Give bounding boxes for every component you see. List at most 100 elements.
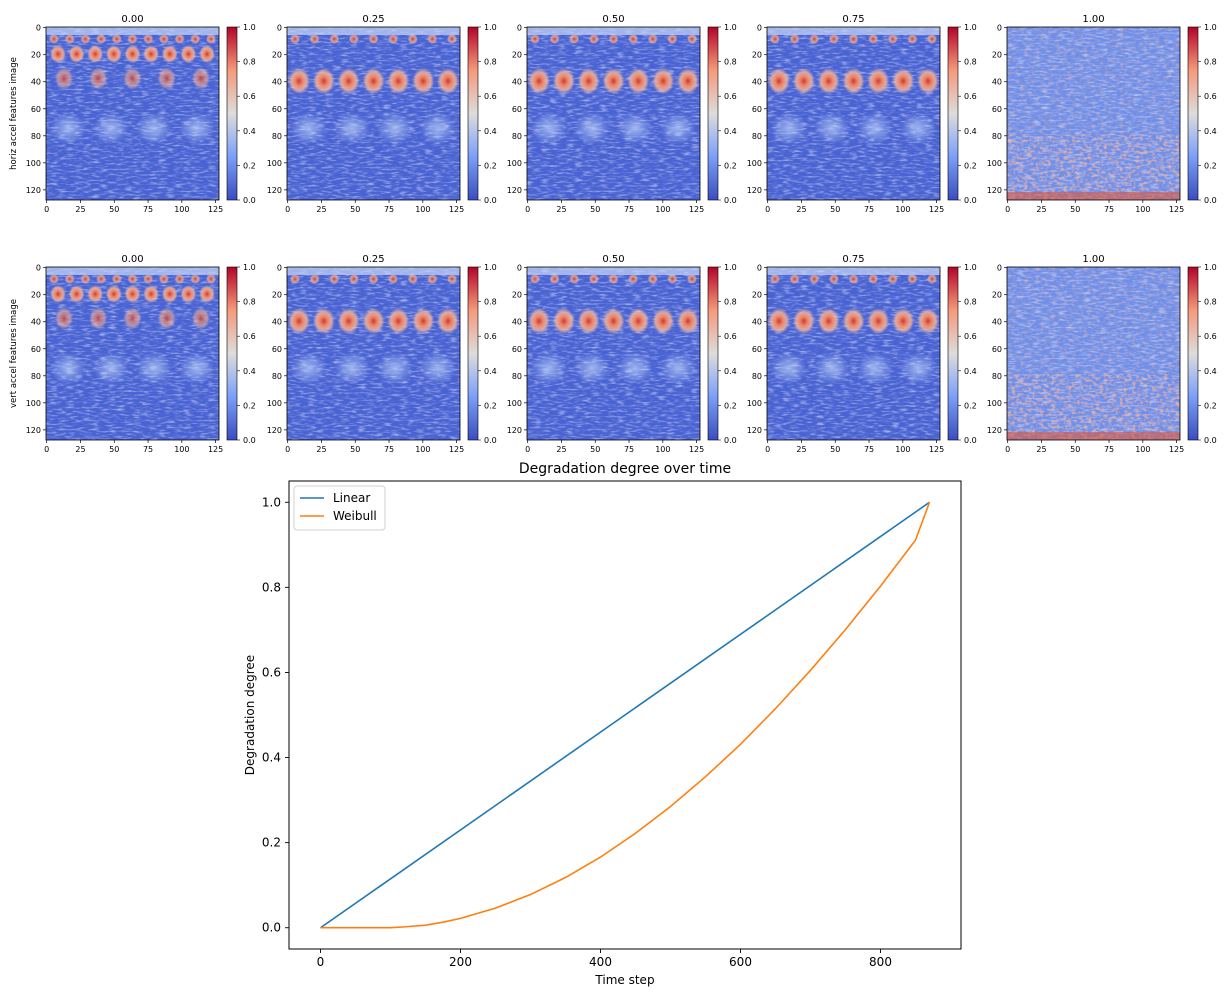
heatmap-blob-small (127, 274, 138, 284)
heatmap-top-band (527, 27, 700, 35)
colorbar-tick-label: 0.8 (1204, 58, 1217, 67)
heatmap-lobe (660, 112, 696, 145)
colorbar-tick-label: 0.8 (484, 298, 497, 307)
y-tick-label: 100 (747, 399, 762, 408)
legend: Linear Weibull (293, 485, 386, 531)
y-tick-label: 60 (512, 105, 522, 114)
heatmap-blob-small (158, 34, 169, 44)
heatmap-blob-small (687, 34, 697, 44)
heatmap-top-band (767, 267, 940, 275)
heatmap-lobe (531, 352, 567, 385)
heatmap-lobe (857, 352, 893, 385)
heatmap-blob-small (111, 34, 122, 44)
heatmap-blob-small (809, 274, 820, 284)
y-tick-label: 60 (992, 105, 1002, 114)
x-tick-label: 0 (525, 205, 530, 214)
colorbar-tick-label: 0.8 (964, 298, 977, 307)
y-tick-label: 60 (31, 345, 41, 354)
colorbar (1187, 26, 1199, 201)
y-tick-label: 0.4 (262, 751, 281, 765)
heatmap-blob (552, 68, 575, 95)
heatmap-blob (917, 68, 939, 95)
heatmap-panel: 0.50 0 25 50 75 100 125 0 20 40 60 80 100 120 0.0 0.2 0.… (507, 14, 737, 214)
x-tick-label: 100 (415, 205, 430, 214)
heatmap-blob (412, 68, 435, 95)
x-tick-label: 50 (830, 445, 840, 454)
x-tick-label: 75 (624, 205, 634, 214)
heatmap-blob-small (789, 274, 800, 284)
y-tick-label: 0.8 (262, 580, 281, 594)
y-tick-label: 60 (752, 345, 762, 354)
y-tick-label: 60 (272, 345, 282, 354)
x-tick-label: 0 (44, 445, 49, 454)
y-tick-label: 40 (272, 78, 282, 87)
y-tick-label: 120 (987, 186, 1002, 195)
y-tick-label: 100 (507, 399, 522, 408)
heatmap-blob (312, 308, 335, 335)
heatmap-lobe (334, 352, 370, 385)
heatmap-blob-small (348, 34, 359, 44)
heatmap-blob (87, 285, 104, 304)
y-tick-label: 0 (36, 264, 41, 273)
heatmap-panel: 0.25 0 25 50 75 100 125 0 20 40 60 80 100 120 0.0 0.2 0.… (267, 14, 497, 214)
heatmap-blob-small (80, 34, 91, 44)
colorbar-tick-label: 0.0 (1204, 196, 1217, 205)
heatmap-panel: 1.00 0 25 50 75 100 125 0 20 40 60 80 100 120 0.0 0.2 0.… (987, 14, 1217, 214)
heatmap-blob (192, 67, 210, 90)
heatmap-blob (892, 308, 915, 335)
colorbar-tick-label: 0.2 (724, 401, 737, 410)
heatmap-lobe (291, 112, 327, 145)
x-tick-label: 0 (765, 205, 770, 214)
x-tick-label: 75 (143, 445, 153, 454)
colorbar-tick-label: 0.0 (484, 196, 497, 205)
heatmap-blob-small (907, 274, 918, 284)
heatmap-frame (1006, 26, 1181, 201)
heatmap-frame (766, 26, 941, 201)
heatmap-blob (917, 308, 939, 335)
heatmap-blob-small (549, 34, 560, 44)
heatmap-lobe (900, 352, 936, 385)
x-tick-label: 50 (590, 445, 600, 454)
heatmap-blob (768, 68, 790, 95)
heatmap-blob (817, 308, 840, 335)
y-tick-label: 0 (517, 24, 522, 33)
colorbar-tick-label: 1.0 (724, 23, 737, 32)
heatmap-blob (68, 45, 85, 64)
heatmap-blob-small (407, 34, 418, 44)
heatmap-blob-small (290, 274, 300, 284)
heatmap-blob (577, 308, 600, 335)
colorbar-tick-label: 0.2 (964, 401, 977, 410)
y-tick-label: 20 (31, 291, 41, 300)
x-tick-label: 25 (1036, 445, 1046, 454)
colorbar (226, 266, 238, 441)
x-tick-label: 100 (174, 205, 189, 214)
x-tick-label: 100 (655, 445, 670, 454)
heatmap-blob-small (329, 274, 340, 284)
heatmap-lobe (50, 112, 86, 145)
heatmap-lobe (136, 112, 172, 145)
colorbar (947, 26, 959, 201)
x-tick-label: 50 (350, 445, 360, 454)
heatmap-speckle-dense (1007, 134, 1180, 200)
heatmap-blob (337, 308, 360, 335)
heatmap-panel: 0.75 0 25 50 75 100 125 0 20 40 60 80 100 120 0.0 0.2 0.… (747, 254, 977, 454)
panel-title: 0.50 (602, 254, 624, 265)
heatmap-blob-small (628, 34, 639, 44)
x-tick-label: 25 (1036, 205, 1046, 214)
y-tick-label: 120 (26, 426, 41, 435)
x-tick-label: 600 (729, 955, 752, 969)
heatmap-blob-small (907, 34, 918, 44)
colorbar-tick-label: 0.0 (724, 436, 737, 445)
heatmap-blob-small (647, 274, 658, 284)
series-line-weibull (320, 501, 931, 929)
y-tick-label: 40 (31, 318, 41, 327)
row-label: vert accel features image (9, 299, 19, 408)
y-tick-label: 100 (26, 399, 41, 408)
heatmap-blob (437, 308, 459, 335)
heatmap-row-2: vert accel features image 0.0 0 0 25 50 75 100 1… (9, 254, 1217, 454)
x-tick-label: 200 (449, 955, 472, 969)
heatmap-blob-small (608, 34, 619, 44)
heatmap-frame (286, 266, 461, 441)
heatmap-blob-small (368, 274, 379, 284)
colorbar (707, 26, 719, 201)
